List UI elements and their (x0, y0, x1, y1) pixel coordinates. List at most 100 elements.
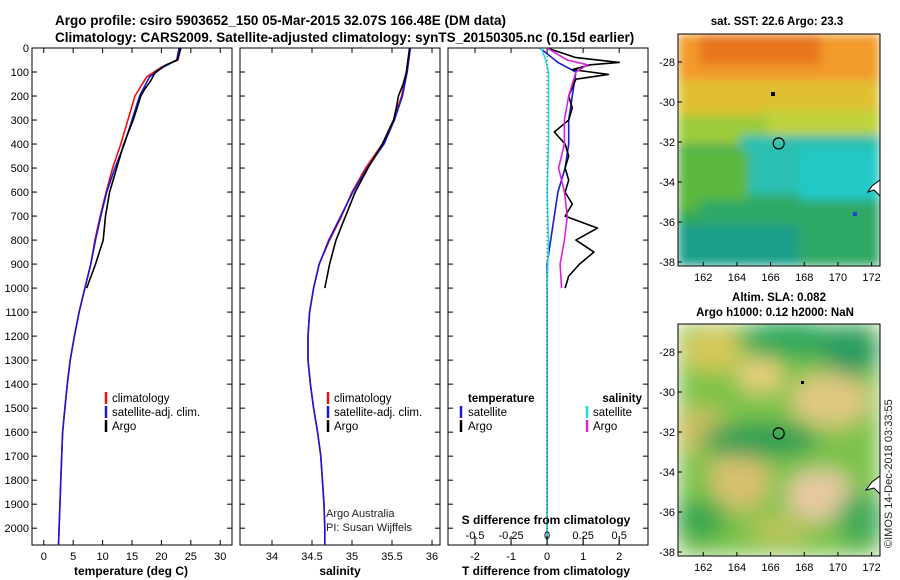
y-tick-label: 700 (11, 211, 29, 223)
sst-map-image (678, 34, 880, 266)
x-tick-label: 30 (214, 551, 226, 563)
x-tick-label: 5 (70, 551, 76, 563)
x-tick-label: -2 (470, 551, 480, 563)
sla-map-image (678, 324, 880, 556)
difference-depth-ticks (448, 47, 648, 529)
map-y-tick-label: -28 (659, 57, 675, 69)
x-tick-label: 35 (346, 551, 358, 563)
map-x-tick-label: 166 (761, 562, 779, 574)
map-y-tick-label: -36 (659, 217, 675, 229)
series-line-argo (324, 48, 411, 289)
map-y-tick-label: -32 (659, 427, 675, 439)
map-x-tick-label: 164 (728, 272, 746, 284)
map-x-tick-label: 162 (694, 272, 712, 284)
y-tick-label: 1600 (5, 427, 29, 439)
difference-series (539, 48, 621, 545)
sst-map-frame (677, 33, 881, 267)
y-tick-label: 2000 (5, 523, 29, 535)
salinity-diff-tick-label: 0.5 (612, 530, 627, 542)
map-x-tick-label: 166 (761, 272, 779, 284)
salinity-series (307, 48, 412, 545)
y-tick-label: 800 (11, 235, 29, 247)
sst-map-axes: 162 164 166 168 170 172 -28 -30 -32 -34 -36 -38 (659, 57, 881, 284)
legend-label-satellite: satellite-adj. clim. (112, 407, 200, 419)
temperature-series (57, 48, 182, 545)
salinity-plot-frame (239, 47, 441, 546)
sla-map-axes: 162 164 166 168 170 172 -28 -30 -32 -34 -36 -38 (659, 347, 881, 574)
sla-map-title: Altim. SLA: 0.082 (732, 292, 826, 304)
y-tick-label: 400 (11, 139, 29, 151)
x-tick-label: 20 (155, 551, 167, 563)
salinity-depth-ticks (240, 47, 440, 529)
difference-x-label: T difference from climatology (462, 564, 630, 578)
legend-label-temp-argo: Argo (468, 421, 492, 433)
y-tick-label: 1200 (5, 331, 29, 343)
y-tick-label: 900 (11, 259, 29, 271)
map-y-tick-label: -30 (659, 97, 675, 109)
x-tick-label: 34.5 (301, 551, 322, 563)
imos-timestamp: ©IMOS 14-Dec-2018 03:33:55 (883, 399, 895, 548)
difference-panel: -2 -1 0 1 2 T difference from climatology S … (447, 47, 649, 578)
map-x-tick-label: 172 (862, 272, 880, 284)
sst-data-marker (771, 92, 775, 96)
legend-label-climatology: climatology (334, 393, 392, 405)
x-tick-label: 34 (266, 551, 278, 563)
temperature-plot-frame (31, 47, 233, 546)
salinity-panel: 34 34.5 35 35.5 36 salinity climatology sate… (239, 47, 441, 578)
coastline (866, 179, 880, 197)
y-tick-label: 300 (11, 115, 29, 127)
map-x-tick-label: 164 (728, 562, 746, 574)
salinity-difference-title: S difference from climatology (462, 513, 631, 527)
map-y-tick-label: -34 (659, 177, 675, 189)
legend-label-sal-argo: Argo (593, 421, 617, 433)
y-tick-label: 1300 (5, 355, 29, 367)
x-tick-label: 0 (41, 551, 47, 563)
temperature-legend: climatology satellite-adj. clim. Argo (104, 392, 200, 433)
map-y-tick-label: -36 (659, 507, 675, 519)
map-x-tick-label: 170 (829, 272, 847, 284)
map-y-tick-label: -28 (659, 347, 675, 359)
coastline (864, 475, 880, 495)
legend-label-argo: Argo (112, 421, 136, 433)
temperature-panel: 0100200300400500600700800900100011001200… (5, 43, 233, 578)
sst-map: sat. SST: 22.6 Argo: 23.3 162 164 166 168 17… (659, 16, 881, 284)
map-y-tick-label: -32 (659, 137, 675, 149)
sst-map-title: sat. SST: 22.6 Argo: 23.3 (711, 16, 844, 28)
x-tick-label: 0 (544, 551, 550, 563)
sst-data-marker (853, 212, 857, 216)
sla-data-marker (801, 381, 804, 384)
series-line-satellite-adj-clim (307, 48, 412, 545)
y-tick-label: 1500 (5, 403, 29, 415)
salinity-legend: climatology satellite-adj. clim. Argo (326, 392, 422, 433)
sla-map-frame (677, 323, 881, 557)
legend-label-sal-satellite: satellite (593, 407, 632, 419)
series-line-argo (85, 48, 182, 289)
map-x-tick-label: 162 (694, 562, 712, 574)
map-y-tick-label: -30 (659, 387, 675, 399)
y-tick-label: 1100 (5, 307, 29, 319)
legend-label-climatology: climatology (112, 393, 170, 405)
map-y-tick-label: -38 (659, 547, 675, 559)
y-tick-label: 1400 (5, 379, 29, 391)
x-tick-label: 36 (426, 551, 438, 563)
salinity-x-label: salinity (319, 564, 361, 578)
credit-pi: PI: Susan Wijffels (326, 522, 412, 534)
sla-map-subtitle: Argo h1000: 0.12 h2000: NaN (696, 307, 854, 319)
y-tick-label: 1800 (5, 475, 29, 487)
y-tick-label: 1900 (5, 499, 29, 511)
map-x-tick-label: 168 (795, 562, 813, 574)
map-y-tick-label: -34 (659, 467, 675, 479)
figure-title-line1: Argo profile: csiro 5903652_150 05-Mar-2… (55, 13, 506, 28)
map-x-tick-label: 170 (829, 562, 847, 574)
legend-head-salinity: salinity (602, 393, 642, 405)
legend-label-argo: Argo (334, 421, 358, 433)
x-tick-label: 35.5 (381, 551, 402, 563)
y-tick-label: 500 (11, 163, 29, 175)
temperature-x-axis: 0 5 10 15 20 25 30 (41, 48, 226, 563)
y-tick-label: 200 (11, 91, 29, 103)
salinity-difference-ticks: -0.5 -0.25 0 0.25 0.5 (466, 530, 627, 545)
profile-location-marker (772, 137, 785, 150)
salinity-x-axis: 34 34.5 35 35.5 36 (266, 48, 438, 563)
y-tick-label: 100 (11, 67, 29, 79)
